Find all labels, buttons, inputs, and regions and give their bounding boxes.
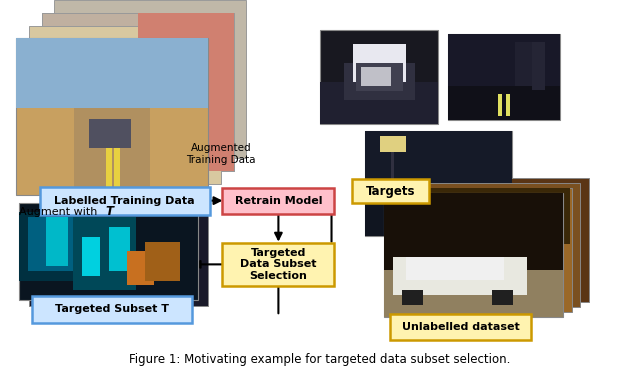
Bar [492,290,513,304]
Text: Retrain Model: Retrain Model [235,196,322,206]
Text: Augment with: Augment with [19,207,101,217]
Bar [320,30,438,124]
Text: Figure 1: Motivating example for targeted data subset selection.: Figure 1: Motivating example for targete… [129,352,511,366]
Bar [393,258,527,295]
Bar [362,68,391,86]
Bar [106,132,112,187]
Bar [19,212,82,280]
Bar [410,178,589,302]
Bar [42,13,234,171]
Bar [54,0,246,158]
Text: Targeted
Data Subset
Selection: Targeted Data Subset Selection [240,248,317,281]
FancyBboxPatch shape [223,188,334,214]
Bar [402,290,424,304]
Bar [365,131,512,236]
Text: Labelled Training Data: Labelled Training Data [54,196,195,206]
Bar [401,183,580,307]
Bar [16,38,208,195]
Bar [29,26,221,184]
Bar [392,188,572,312]
Bar [145,242,180,280]
Bar [445,205,453,231]
Bar [74,108,150,195]
Bar [384,193,563,317]
Bar [463,194,534,231]
Bar [42,92,234,171]
Text: Unlabelled dataset: Unlabelled dataset [402,322,520,332]
Bar [109,227,131,271]
Bar [138,13,234,171]
Bar [448,34,560,86]
Bar [127,251,154,285]
FancyBboxPatch shape [390,314,531,340]
Bar [82,237,100,276]
Bar [353,44,406,81]
Bar [406,258,504,280]
Bar [29,208,208,306]
Bar [365,194,512,236]
Bar [384,193,563,270]
Bar [506,94,509,116]
Bar [532,42,545,90]
Bar [391,194,463,231]
Bar [19,202,198,300]
Bar [515,42,532,86]
Bar [344,63,415,100]
Bar [499,94,502,116]
Bar [28,217,73,271]
Bar [356,63,403,91]
FancyBboxPatch shape [32,296,192,322]
Text: T: T [106,206,114,218]
Text: Targeted Subset T: Targeted Subset T [55,304,169,314]
Bar [89,119,131,148]
Bar [448,34,560,120]
Bar [365,131,512,194]
Bar [380,136,406,152]
Bar [46,217,68,266]
Bar [391,136,394,205]
Bar [320,81,438,124]
Bar [384,270,563,317]
Bar [16,38,208,108]
Bar [73,217,136,290]
FancyBboxPatch shape [223,243,334,286]
Bar [424,196,453,215]
Bar [114,132,120,187]
Bar [391,188,570,244]
FancyBboxPatch shape [352,179,429,203]
FancyBboxPatch shape [40,187,210,214]
Bar [448,86,560,120]
Text: Targets: Targets [365,185,415,198]
Text: Augmented
Training Data: Augmented Training Data [186,143,255,165]
Bar [42,13,234,171]
